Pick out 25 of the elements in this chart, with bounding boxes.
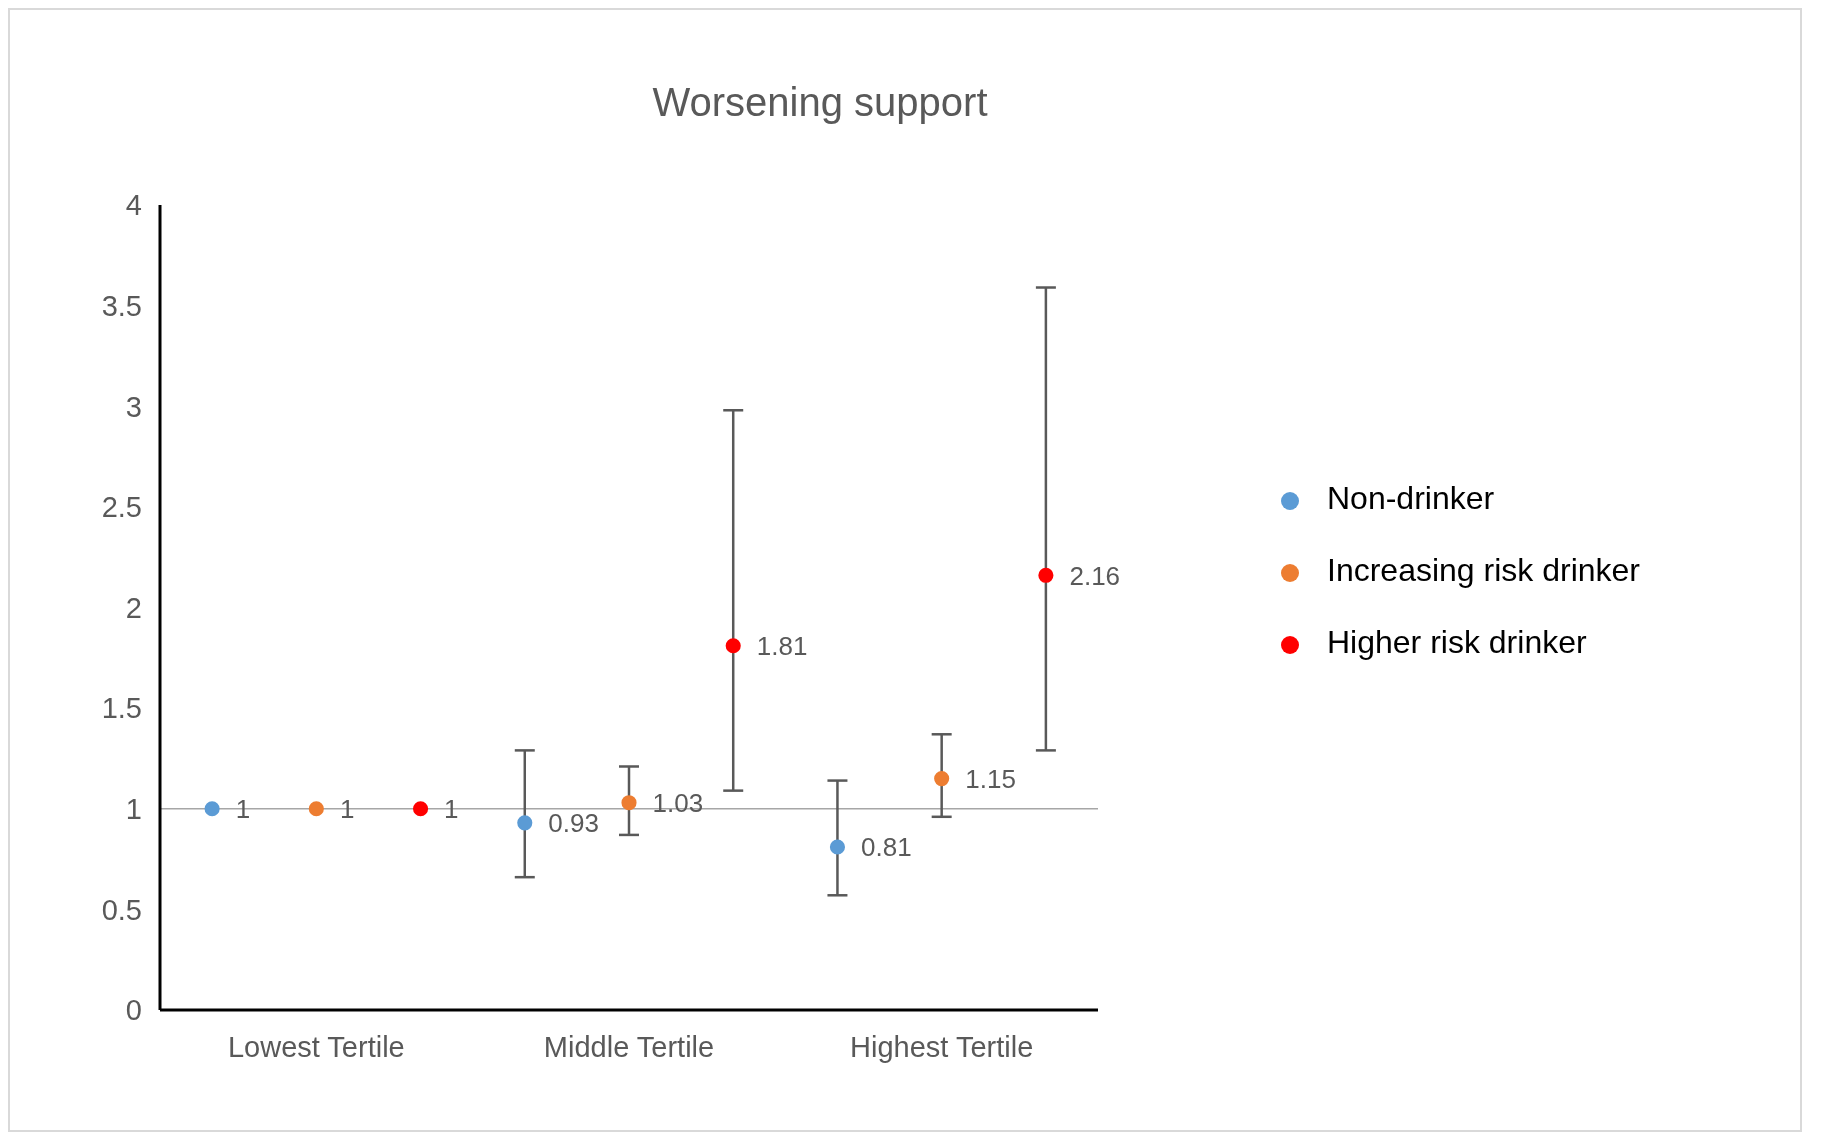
legend-label: Non-drinker — [1327, 480, 1495, 516]
y-tick-label: 2 — [125, 591, 142, 624]
data-label: 1.15 — [965, 763, 1016, 794]
y-tick-label: 3.5 — [101, 289, 142, 322]
data-label: 0.81 — [861, 832, 912, 863]
chart-title: Worsening support — [651, 80, 989, 125]
y-tick-label: 3 — [125, 390, 142, 423]
x-tick-label: Middle Tertile — [543, 1030, 715, 1063]
y-tick-label: 1.5 — [101, 692, 142, 725]
data-label: 1 — [339, 793, 355, 824]
data-label: 2.16 — [1069, 560, 1121, 591]
legend-label: Increasing risk drinker — [1327, 552, 1640, 588]
data-label: 1.81 — [756, 630, 808, 661]
legend-label: Higher risk drinker — [1327, 624, 1587, 660]
y-tick-label: 0.5 — [101, 893, 142, 926]
data-label: 1 — [235, 793, 251, 824]
x-tick-label: Lowest Tertile — [227, 1030, 405, 1063]
data-label: 0.93 — [548, 808, 599, 839]
y-tick-label: 4 — [125, 189, 142, 222]
data-label: 1 — [444, 793, 459, 824]
x-tick-label: Highest Tertile — [850, 1030, 1034, 1063]
y-tick-label: 0 — [125, 994, 142, 1027]
y-tick-label: 1 — [125, 793, 142, 826]
data-label: 1.03 — [652, 787, 704, 818]
y-tick-label: 2.5 — [101, 491, 142, 524]
